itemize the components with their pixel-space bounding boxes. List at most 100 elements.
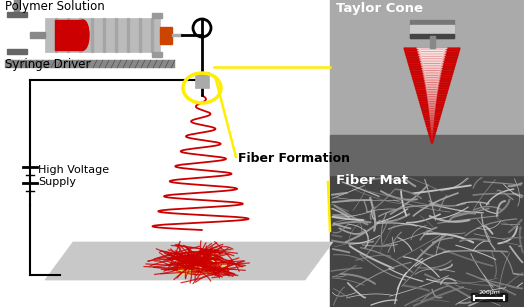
Polygon shape: [407, 57, 457, 60]
Polygon shape: [417, 50, 447, 53]
Polygon shape: [430, 117, 434, 119]
Polygon shape: [404, 48, 460, 50]
Text: High Voltage
Supply: High Voltage Supply: [38, 165, 109, 187]
Polygon shape: [430, 119, 434, 122]
Polygon shape: [409, 65, 455, 67]
Bar: [103, 18, 105, 52]
Bar: [330, 155, 524, 307]
Polygon shape: [425, 119, 439, 122]
Polygon shape: [431, 126, 433, 129]
Text: 200μm: 200μm: [478, 290, 500, 295]
Polygon shape: [426, 91, 438, 93]
Polygon shape: [414, 84, 450, 86]
Polygon shape: [425, 84, 439, 86]
Bar: [330, 155, 524, 175]
Polygon shape: [417, 91, 447, 93]
Polygon shape: [425, 86, 439, 88]
Polygon shape: [413, 79, 451, 81]
Polygon shape: [417, 93, 446, 95]
Polygon shape: [422, 72, 442, 74]
Polygon shape: [423, 74, 441, 76]
Polygon shape: [410, 69, 454, 72]
Polygon shape: [427, 126, 437, 129]
Polygon shape: [414, 81, 450, 84]
Bar: [152, 13, 162, 18]
Bar: [330, 0, 524, 155]
Polygon shape: [429, 134, 435, 136]
Text: Fiber Formation: Fiber Formation: [238, 152, 350, 165]
Polygon shape: [428, 100, 436, 103]
Polygon shape: [431, 129, 433, 131]
Polygon shape: [405, 50, 460, 53]
Polygon shape: [420, 60, 444, 62]
Bar: [67, 18, 69, 52]
Polygon shape: [421, 107, 442, 110]
Polygon shape: [427, 124, 438, 126]
Bar: [410, 20, 454, 38]
Bar: [471, 293, 507, 301]
Polygon shape: [431, 138, 433, 141]
Polygon shape: [411, 72, 453, 74]
Polygon shape: [427, 93, 438, 95]
Polygon shape: [429, 105, 435, 107]
Polygon shape: [422, 69, 442, 72]
Bar: [91, 18, 93, 52]
Bar: [152, 52, 162, 57]
Bar: [139, 18, 141, 52]
Polygon shape: [408, 60, 456, 62]
Bar: [14, 0, 20, 17]
Polygon shape: [415, 86, 449, 88]
Bar: [30, 32, 45, 38]
Polygon shape: [418, 53, 446, 55]
Bar: [7, 49, 27, 54]
Polygon shape: [410, 67, 454, 69]
Polygon shape: [423, 112, 441, 115]
Text: Taylor Cone: Taylor Cone: [336, 2, 423, 15]
Bar: [330, 135, 524, 155]
Polygon shape: [430, 136, 434, 138]
Polygon shape: [417, 48, 447, 50]
Bar: [151, 18, 153, 52]
Polygon shape: [424, 81, 440, 84]
Bar: [195, 72, 209, 88]
Bar: [79, 18, 81, 52]
Polygon shape: [406, 53, 458, 55]
Polygon shape: [419, 100, 444, 103]
Polygon shape: [424, 79, 440, 81]
Polygon shape: [429, 107, 435, 110]
Polygon shape: [45, 242, 333, 280]
Polygon shape: [431, 134, 433, 136]
Ellipse shape: [172, 265, 198, 275]
Polygon shape: [416, 88, 448, 91]
Ellipse shape: [175, 256, 225, 274]
Polygon shape: [428, 129, 436, 131]
Bar: [430, 36, 435, 48]
Polygon shape: [429, 110, 435, 112]
Text: Syringe Driver: Syringe Driver: [5, 58, 91, 71]
Polygon shape: [421, 65, 443, 67]
Bar: [127, 18, 129, 52]
Bar: [45, 18, 160, 52]
Polygon shape: [429, 112, 434, 115]
Polygon shape: [418, 95, 446, 98]
Polygon shape: [412, 76, 452, 79]
Polygon shape: [408, 62, 456, 65]
Ellipse shape: [77, 20, 89, 50]
Bar: [55, 18, 57, 52]
Polygon shape: [427, 95, 437, 98]
Polygon shape: [431, 124, 433, 126]
Polygon shape: [426, 88, 438, 91]
Polygon shape: [421, 105, 443, 107]
Polygon shape: [424, 117, 440, 119]
Bar: [55, 20, 83, 50]
Polygon shape: [430, 115, 434, 117]
Polygon shape: [431, 131, 433, 134]
Polygon shape: [425, 122, 438, 124]
Bar: [410, 34, 454, 38]
Polygon shape: [423, 115, 440, 117]
Polygon shape: [428, 98, 436, 100]
Bar: [172, 34, 182, 36]
Text: Polymer Solution: Polymer Solution: [5, 0, 105, 13]
Bar: [115, 18, 117, 52]
Polygon shape: [419, 55, 445, 57]
